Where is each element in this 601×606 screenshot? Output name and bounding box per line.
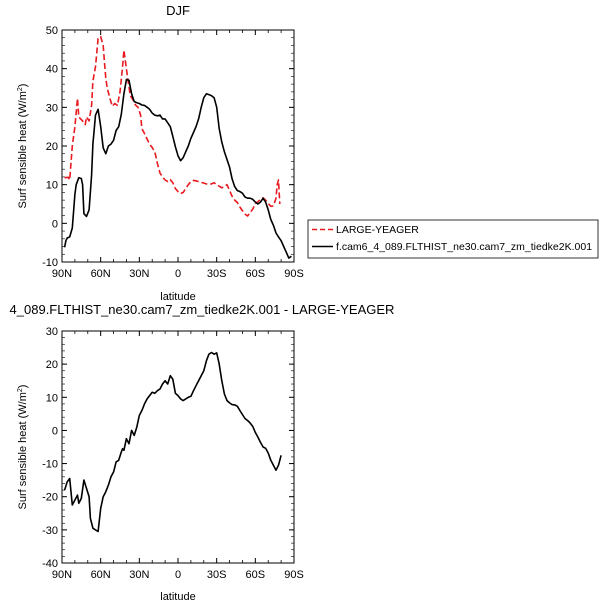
bottom-series-line-0 <box>63 351 282 533</box>
bottom-ytick-label: -20 <box>42 492 58 504</box>
bottom-xtick-label: 30S <box>207 569 227 581</box>
bottom-ytick-label: 10 <box>46 392 58 404</box>
bottom-ytick-label: 30 <box>46 326 58 338</box>
legend-box <box>307 219 599 259</box>
top-chart-ylabel-sup: 2 <box>17 87 24 91</box>
top-ytick-label: 10 <box>46 180 58 192</box>
top-xtick-label: 0 <box>175 268 181 280</box>
bottom-xtick-label: 0 <box>175 569 181 581</box>
top-chart-ylabel: Surf sensible heat (W/m2) <box>17 84 29 209</box>
legend: LARGE-YEAGER f.cam6_4_089.FLTHIST_ne30.c… <box>307 219 599 259</box>
bottom-chart-xlabel: latitude <box>160 591 195 603</box>
bottom-chart-series <box>63 351 282 533</box>
bottom-ytick-label: -10 <box>42 459 58 471</box>
top-xtick-label: 60N <box>91 268 111 280</box>
bottom-ytick-label: 0 <box>52 425 58 437</box>
legend-label-large-yeager: LARGE-YEAGER <box>336 224 419 236</box>
top-chart-axes: 90N 60N 30N 0 30S 60S 90S -10 0 10 20 30 40 50 <box>42 25 304 280</box>
top-xtick-label: 90N <box>52 268 72 280</box>
top-chart-series <box>63 35 292 259</box>
top-ytick-label: 40 <box>46 64 58 76</box>
bottom-chart-ylabel-main: Surf sensible heat (W/m <box>17 392 29 509</box>
top-chart-ylabel-close: ) <box>17 84 29 88</box>
bottom-chart-ylabel-close: ) <box>17 385 29 389</box>
bottom-chart-title: 4_089.FLTHIST_ne30.cam7_zm_tiedke2K.001 … <box>10 302 395 317</box>
bottom-xtick-label: 30N <box>129 569 149 581</box>
bottom-chart-ylabel-sup: 2 <box>17 388 24 392</box>
top-series-line-0 <box>64 35 281 217</box>
bottom-chart-ylabel: Surf sensible heat (W/m2) <box>17 385 29 510</box>
top-xtick-label: 60S <box>246 268 266 280</box>
bottom-ytick-label: 20 <box>46 359 58 371</box>
top-chart-ylabel-main: Surf sensible heat (W/m <box>17 91 29 208</box>
top-plot-frame <box>61 29 295 263</box>
top-series-line-1 <box>63 78 292 259</box>
bottom-chart-axes: 90N 60N 30N 0 30S 60S 90S -40 -30 -20 -10 0 10 20 30 <box>42 326 304 581</box>
top-chart: DJF 90N 60N 30N 0 30S 60S 90S -10 0 10 20 30 40 50 la… <box>17 3 599 303</box>
bottom-xtick-label: 60N <box>91 569 111 581</box>
bottom-chart: 4_089.FLTHIST_ne30.cam7_zm_tiedke2K.001 … <box>10 302 395 603</box>
top-xtick-label: 30S <box>207 268 227 280</box>
top-ytick-label: 50 <box>46 25 58 37</box>
bottom-xtick-label: 90S <box>284 569 304 581</box>
top-ytick-label: -10 <box>42 257 58 269</box>
top-xtick-label: 90S <box>284 268 304 280</box>
bottom-ytick-label: -30 <box>42 525 58 537</box>
bottom-ytick-label: -40 <box>42 558 58 570</box>
bottom-xtick-label: 60S <box>246 569 266 581</box>
top-xtick-label: 30N <box>129 268 149 280</box>
bottom-plot-frame <box>61 330 295 564</box>
bottom-xtick-label: 90N <box>52 569 72 581</box>
top-ytick-label: 20 <box>46 141 58 153</box>
top-ytick-label: 30 <box>46 102 58 114</box>
top-ytick-label: 0 <box>52 218 58 230</box>
top-chart-xlabel: latitude <box>160 291 195 303</box>
top-chart-title: DJF <box>166 3 190 18</box>
legend-label-cam6: f.cam6_4_089.FLTHIST_ne30.cam7_zm_tiedke… <box>336 241 592 253</box>
